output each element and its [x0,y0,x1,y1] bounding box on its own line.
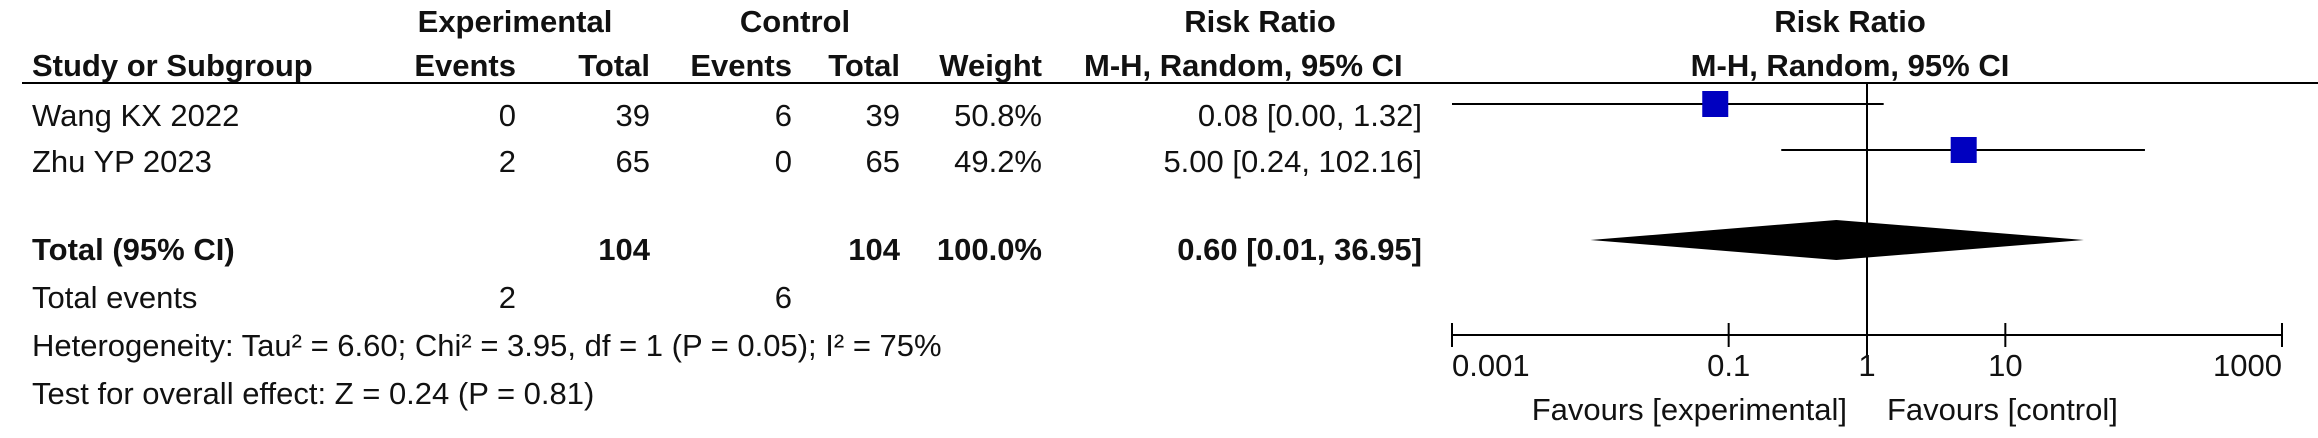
pooled-diamond [1590,220,2084,260]
header-divider [22,82,2318,84]
total-ci: 0.60 [0.01, 36.95] [1177,232,1422,267]
weight-cell: 49.2% [954,144,1042,179]
experimental-group-header: Experimental [417,4,613,39]
x-tick-label: 0.1 [1707,348,1750,383]
heterogeneity-text: Heterogeneity: Tau² = 6.60; Chi² = 3.95,… [32,328,942,363]
risk-ratio-header-left: Risk Ratio [1184,4,1336,39]
total-exp-total: 104 [598,232,650,267]
study-point [1950,137,1977,163]
study-point [1702,91,1729,117]
method-header-right: M-H, Random, 95% CI [1690,48,2010,83]
ci-cell: 0.08 [0.00, 1.32] [1197,98,1422,133]
total-events-label: Total events [32,280,198,315]
exp-total-cell: 39 [615,98,650,133]
exp-total-cell: 65 [615,144,650,179]
total-weight: 100.0% [936,232,1042,267]
control-group-header: Control [739,4,851,39]
x-tick-label: 1 [1858,348,1875,383]
total-label: Total (95% CI) [32,232,235,267]
method-header-left: M-H, Random, 95% CI [1084,48,1403,83]
overall-effect-text: Test for overall effect: Z = 0.24 (P = 0… [32,376,595,411]
x-tick-label: 10 [1988,348,2022,383]
exp-events-header: Events [414,48,516,83]
ctl-total-cell: 39 [865,98,900,133]
total-events-exp: 2 [498,280,516,315]
weight-header: Weight [939,48,1042,83]
risk-ratio-header-right: Risk Ratio [1774,4,1926,39]
exp-total-header: Total [578,48,650,83]
study-name: Wang KX 2022 [32,98,240,133]
total-events-ctl: 6 [774,280,792,315]
study-column-header: Study or Subgroup [32,48,313,83]
weight-cell: 50.8% [954,98,1042,133]
favours-experimental-label: Favours [experimental] [1532,392,1847,427]
ctl-events-cell: 6 [774,98,792,133]
ctl-total-cell: 65 [865,144,900,179]
x-tick-label: 1000 [2213,348,2282,383]
ctl-total-header: Total [828,48,900,83]
ci-cell: 5.00 [0.24, 102.16] [1163,144,1422,179]
favours-control-label: Favours [control] [1887,392,2118,427]
ctl-events-header: Events [690,48,792,83]
ctl-events-cell: 0 [774,144,792,179]
x-tick-label: 0.001 [1452,348,1530,383]
total-ctl-total: 104 [848,232,900,267]
study-name: Zhu YP 2023 [32,144,212,179]
exp-events-cell: 0 [498,98,516,133]
exp-events-cell: 2 [498,144,516,179]
